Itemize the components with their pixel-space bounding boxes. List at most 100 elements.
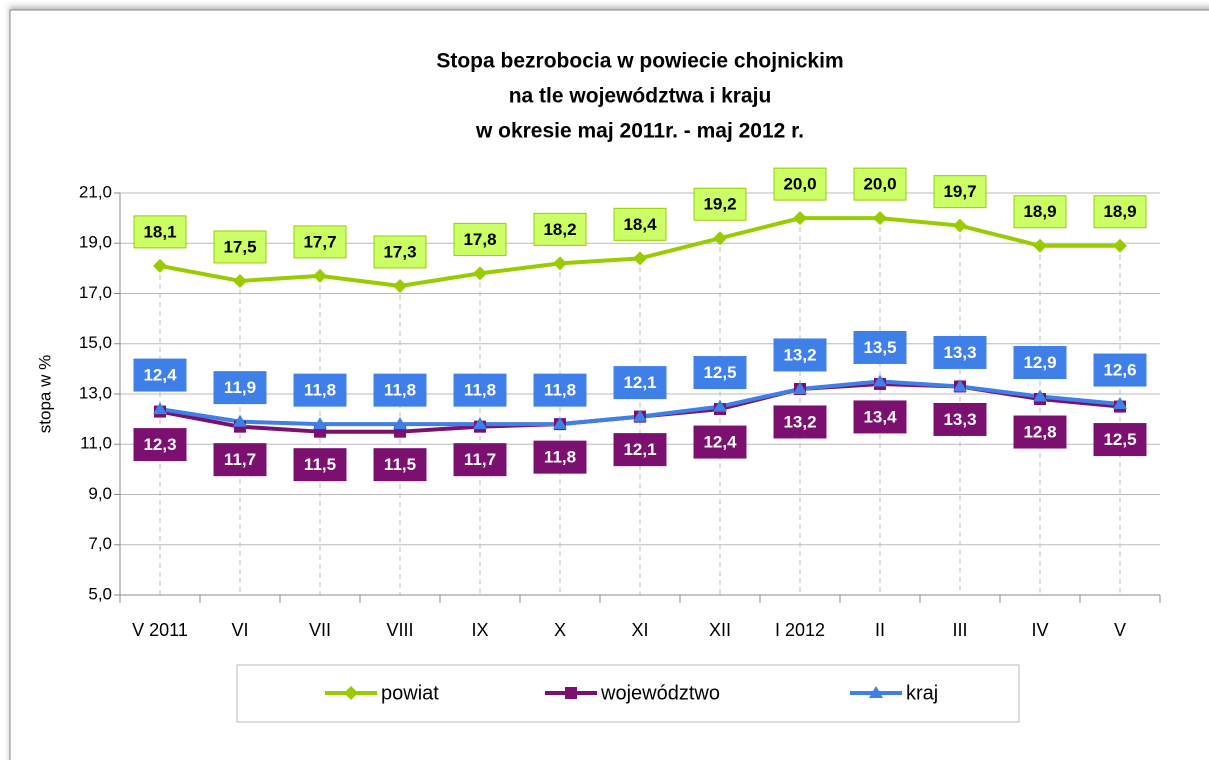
data-label: 11,5 [384,455,416,474]
data-label-box [1013,415,1067,449]
data-label: 19,7 [943,182,976,201]
data-label-box [1093,353,1147,387]
data-point [1033,238,1047,253]
data-label: 11,8 [304,381,336,400]
data-label-box [533,373,587,407]
legend-marker [869,686,883,698]
data-label-box [613,366,667,400]
data-label: 13,3 [943,410,976,429]
data-label: 13,4 [863,407,897,426]
data-label-box [213,443,267,477]
data-label-box [133,428,187,462]
data-label-box [693,356,747,390]
data-label-box [853,167,907,201]
data-label-box [213,230,267,264]
data-point [153,258,167,273]
data-label-box [133,358,187,392]
data-label: 12,9 [1023,353,1056,372]
chart-title: na tle województwa i kraju [509,85,772,108]
data-label-box [373,373,427,407]
data-point [233,414,247,427]
y-tick-label: 21,0 [79,182,112,201]
data-label-box [853,400,907,434]
y-tick-label: 5,0 [88,584,112,603]
data-point [793,381,807,394]
data-label-box [453,373,507,407]
data-point [1033,389,1047,402]
chart-frame [9,9,1209,760]
data-point [153,402,167,415]
data-label-box [693,425,747,459]
data-label: 12,1 [623,440,656,459]
x-tick-label: X [554,620,566,640]
data-point [953,379,967,392]
data-point [873,374,887,387]
y-axis-label: stopa w % [35,355,54,433]
data-label: 11,9 [224,378,256,397]
data-label-box [293,225,347,259]
data-label-box [293,373,347,407]
data-label: 18,4 [623,215,657,234]
data-label-box [373,235,427,269]
x-tick-label: I 2012 [775,620,825,640]
data-point [553,417,567,430]
data-label: 13,5 [863,338,896,357]
data-label-box [1013,346,1067,380]
y-tick-label: 15,0 [79,333,112,352]
data-label: 12,5 [703,363,736,382]
data-label: 12,4 [143,366,177,385]
data-label: 20,0 [783,175,816,194]
x-tick-label: IV [1031,620,1048,640]
data-label-box [613,433,667,467]
data-point [633,251,647,266]
legend-label: kraj [906,682,938,704]
y-tick-label: 7,0 [88,534,112,553]
data-point [393,417,407,430]
data-label-box [133,215,187,249]
data-label: 17,8 [463,230,496,249]
data-point [713,231,727,246]
data-label-box [213,371,267,405]
y-tick-label: 17,0 [79,283,112,302]
legend-label: województwo [600,682,720,704]
data-label: 12,6 [1103,361,1136,380]
legend-label: powiat [381,682,439,704]
x-tick-label: VIII [386,620,413,640]
data-label-box [373,448,427,482]
legend-marker [344,686,358,700]
data-label: 11,8 [544,381,576,400]
data-label-box [453,443,507,477]
data-label: 17,3 [383,242,416,261]
data-label: 12,8 [1023,423,1056,442]
data-label: 11,8 [544,448,576,467]
y-tick-label: 9,0 [88,484,112,503]
data-label: 11,7 [464,450,496,469]
data-point [313,417,327,430]
x-tick-label: VII [309,620,331,640]
data-point [233,273,247,288]
data-label-box [293,448,347,482]
data-label: 13,3 [943,343,976,362]
x-tick-label: IX [471,620,488,640]
data-label-box [853,330,907,364]
y-tick-label: 19,0 [79,233,112,252]
data-point [793,211,807,226]
data-label: 18,1 [143,222,176,241]
data-label: 18,2 [543,220,576,239]
chart-title: w okresie maj 2011r. - maj 2012 r. [475,120,804,143]
legend-marker [565,687,577,699]
data-point [1113,238,1127,253]
x-tick-label: XI [631,620,648,640]
data-label-box [1013,195,1067,229]
data-label: 18,9 [1103,202,1136,221]
data-label: 19,2 [703,195,736,214]
x-tick-label: V [1114,620,1126,640]
y-tick-label: 11,0 [80,434,112,453]
data-label: 11,8 [384,381,416,400]
data-label-box [773,167,827,201]
data-label: 13,2 [783,345,816,364]
data-label-box [613,207,667,241]
data-point [1113,397,1127,410]
data-label-box [533,212,587,246]
